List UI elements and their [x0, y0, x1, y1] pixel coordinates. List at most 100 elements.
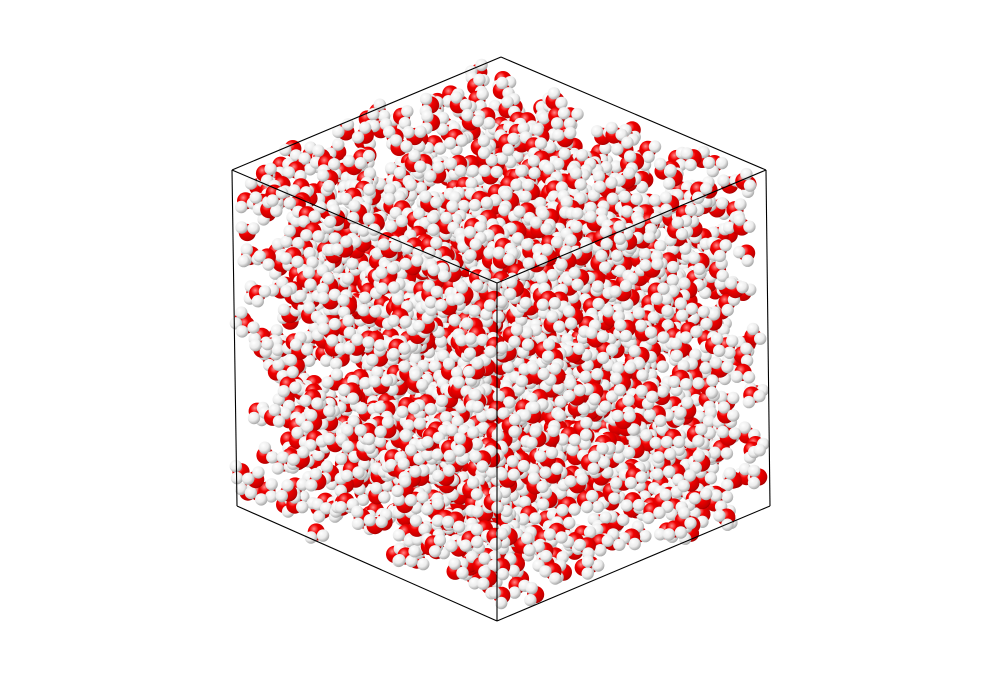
- hydrogen-atom: [450, 91, 463, 104]
- hydrogen-atom: [282, 166, 296, 179]
- hydrogen-atom: [430, 196, 443, 209]
- hydrogen-atom: [404, 178, 418, 192]
- hydrogen-atom: [261, 337, 274, 351]
- hydrogen-atom: [433, 142, 447, 155]
- hydrogen-atom: [288, 184, 301, 197]
- hydrogen-atom: [271, 462, 284, 475]
- hydrogen-atom: [630, 192, 643, 206]
- hydrogen-atom: [502, 143, 515, 156]
- hydrogen-atom: [648, 140, 662, 153]
- hydrogen-atom: [662, 177, 676, 190]
- atom-layer: [229, 58, 770, 610]
- hydrogen-atom: [330, 357, 343, 370]
- hydrogen-atom: [679, 242, 692, 255]
- hydrogen-atom: [242, 472, 255, 485]
- hydrogen-atom: [244, 486, 258, 500]
- hydrogen-atom: [557, 107, 571, 120]
- hydrogen-atom: [323, 404, 336, 418]
- hydrogen-atom: [547, 87, 561, 100]
- hydrogen-atom: [358, 121, 372, 134]
- hydrogen-atom: [270, 204, 283, 218]
- hydrogen-atom: [393, 166, 407, 179]
- hydrogen-atom: [707, 308, 721, 321]
- hydrogen-atom: [531, 123, 544, 136]
- hydrogen-atom: [704, 472, 718, 485]
- hydrogen-atom: [328, 158, 341, 171]
- hydrogen-atom: [498, 203, 511, 217]
- hydrogen-atom: [670, 349, 683, 362]
- hydrogen-atom: [501, 95, 514, 109]
- hydrogen-atom: [495, 152, 509, 165]
- hydrogen-atom: [713, 344, 726, 357]
- hydrogen-atom: [605, 176, 618, 189]
- hydrogen-atom: [465, 177, 478, 190]
- hydrogen-atom: [515, 164, 528, 178]
- hydrogen-atom: [272, 415, 286, 428]
- hydrogen-atom: [393, 190, 406, 203]
- hydrogen-atom: [478, 164, 491, 177]
- hydrogen-atom: [592, 170, 606, 183]
- hydrogen-atom: [742, 395, 756, 409]
- hydrogen-atom: [298, 152, 311, 165]
- hydrogen-atom: [507, 132, 520, 145]
- hydrogen-atom: [697, 305, 710, 318]
- hydrogen-atom: [500, 188, 513, 201]
- hydrogen-atom: [332, 138, 345, 151]
- hydrogen-atom: [454, 164, 467, 177]
- hydrogen-atom: [277, 303, 291, 316]
- hydrogen-atom: [321, 376, 334, 389]
- hydrogen-atom: [564, 126, 577, 140]
- hydrogen-atom: [593, 180, 607, 193]
- hydrogen-atom: [664, 164, 677, 177]
- hydrogen-atom: [727, 391, 740, 405]
- hydrogen-atom: [688, 251, 701, 265]
- hydrogen-atom: [519, 190, 532, 203]
- hydrogen-atom: [291, 426, 304, 439]
- hydrogen-atom: [253, 250, 266, 263]
- hydrogen-atom: [700, 182, 713, 195]
- hydrogen-atom: [303, 354, 316, 367]
- hydrogen-atom: [666, 274, 679, 287]
- hydrogen-atom: [247, 411, 261, 425]
- hydrogen-atom: [726, 334, 739, 348]
- hydrogen-atom: [362, 149, 376, 163]
- hydrogen-atom: [740, 342, 753, 355]
- hydrogen-atom: [373, 98, 386, 111]
- hydrogen-atom: [574, 178, 587, 191]
- hydrogen-atom: [496, 76, 509, 90]
- hydrogen-atom: [330, 368, 344, 381]
- hydrogen-atom: [618, 190, 631, 203]
- hydrogen-atom: [648, 194, 662, 207]
- hydrogen-atom: [322, 272, 335, 285]
- hydrogen-atom: [363, 183, 376, 196]
- hydrogen-atom: [292, 236, 305, 250]
- hydrogen-atom: [656, 385, 669, 398]
- hydrogen-atom: [408, 149, 421, 163]
- hydrogen-atom: [341, 272, 355, 285]
- hydrogen-atom: [702, 415, 716, 428]
- hydrogen-atom: [542, 162, 555, 175]
- hydrogen-atom: [635, 180, 649, 194]
- hydrogen-atom: [654, 157, 667, 171]
- hydrogen-atom: [732, 245, 746, 259]
- hydrogen-atom: [651, 468, 664, 481]
- hydrogen-atom: [738, 421, 751, 434]
- hydrogen-atom: [715, 197, 729, 210]
- hydrogen-atom: [249, 339, 262, 352]
- hydrogen-atom: [332, 125, 345, 139]
- hydrogen-atom: [341, 118, 355, 131]
- hydrogen-atom: [716, 269, 729, 282]
- hydrogen-atom: [477, 134, 491, 148]
- hydrogen-atom: [700, 317, 713, 331]
- hydrogen-atom: [444, 157, 458, 170]
- hydrogen-atom: [237, 254, 250, 268]
- hydrogen-atom: [684, 158, 697, 172]
- hydrogen-atom: [266, 451, 279, 464]
- hydrogen-atom: [244, 177, 258, 190]
- hydrogen-atom: [320, 354, 333, 367]
- hydrogen-atom: [266, 194, 279, 207]
- hydrogen-atom: [747, 476, 761, 490]
- hydrogen-atom: [746, 322, 760, 336]
